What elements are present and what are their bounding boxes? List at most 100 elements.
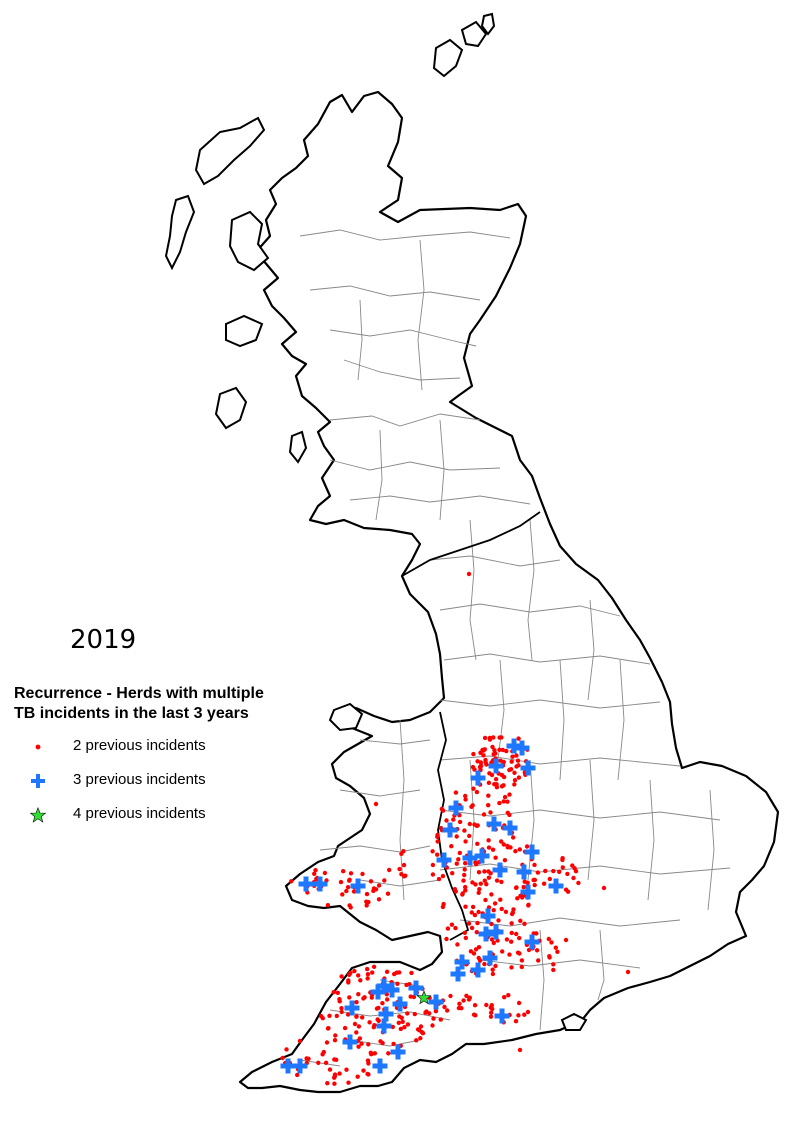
incident-dot [470, 803, 475, 808]
incident-dot [402, 1025, 407, 1030]
incident-dot [516, 736, 521, 741]
incident-dot [289, 879, 294, 884]
incident-dot [478, 763, 484, 768]
island-mull [225, 314, 264, 348]
incident-dot [358, 978, 363, 983]
incident-dot [490, 847, 496, 852]
incident-dot [466, 921, 472, 926]
incident-dot [468, 949, 474, 954]
incident-dot [396, 1020, 401, 1025]
incident-dot [488, 871, 493, 876]
blue-cross-icon [31, 774, 45, 788]
incident-dot [515, 896, 520, 901]
incident-dot [551, 967, 556, 973]
incident-dot [411, 994, 417, 1000]
incident-dot [367, 1020, 372, 1025]
incident-dot [431, 1016, 436, 1021]
incident-dot [320, 1052, 325, 1057]
incident-dot [366, 899, 371, 905]
incident-dot [361, 1068, 366, 1073]
incident-dot [482, 878, 487, 883]
incident-dot [509, 911, 515, 917]
incident-dot [366, 1072, 371, 1077]
incident-dot [325, 1026, 331, 1031]
incident-dot [551, 868, 556, 874]
incident-dot [452, 887, 458, 892]
incident-dot [463, 888, 468, 893]
incident-dot [314, 876, 319, 882]
incident-cross [470, 962, 486, 978]
incident-dot [360, 1015, 365, 1020]
incident-dot [500, 747, 505, 753]
incident-dot [509, 939, 514, 944]
incident-dot [340, 892, 345, 897]
incident-dot [476, 870, 482, 875]
incident-dot [313, 868, 318, 873]
incident-dot [471, 951, 477, 956]
incident-dot [512, 782, 517, 787]
incident-dot [489, 937, 495, 942]
incident-dot [449, 844, 454, 849]
incident-dot [463, 861, 468, 866]
incident-dot [492, 748, 497, 753]
incident-dot [334, 1057, 339, 1063]
incident-dot [368, 879, 374, 884]
legend-item-4-incidents: 4 previous incidents [14, 798, 344, 832]
incident-dot [331, 990, 336, 995]
incident-dot [511, 907, 516, 912]
incident-cross [486, 816, 502, 832]
incident-dot [420, 1031, 426, 1036]
incident-dot [483, 760, 488, 765]
incident-dot [490, 744, 495, 750]
incident-dot [337, 999, 342, 1004]
incident-dot [534, 931, 539, 936]
incident-dot [470, 764, 476, 770]
incident-dot [505, 845, 510, 850]
incident-dot [507, 952, 512, 957]
incident-dot [332, 1081, 337, 1086]
incident-dot [491, 752, 496, 757]
incident-dot [514, 753, 519, 758]
wales-england-border [437, 711, 470, 941]
incident-dot [497, 735, 502, 740]
incident-dot [505, 799, 510, 804]
incident-cross [516, 864, 532, 880]
incident-dot [409, 970, 414, 976]
incident-cross [376, 1018, 392, 1034]
incident-dot [473, 882, 478, 887]
incident-dot [374, 1006, 380, 1011]
incident-dot [451, 817, 456, 822]
incident-dot [473, 1013, 478, 1018]
incident-dot [565, 871, 570, 877]
incident-dot [337, 1071, 342, 1076]
incident-dot [435, 839, 440, 844]
incident-dot [493, 855, 498, 860]
incident-cross [474, 848, 490, 864]
incident-dot [373, 801, 379, 807]
incident-dot [463, 839, 468, 844]
incident-dot [463, 904, 468, 909]
island-orkney-2 [460, 20, 488, 48]
incident-dot [476, 909, 481, 915]
incident-dot [571, 875, 576, 881]
cross-layer-3-incidents [280, 738, 564, 1074]
incident-dot [344, 1067, 349, 1072]
incident-cross [392, 996, 408, 1012]
legend-label: 4 previous incidents [73, 805, 206, 822]
island-wight [560, 1012, 588, 1031]
incident-dot [484, 1002, 489, 1008]
incident-dot [565, 889, 571, 894]
incident-dot [373, 887, 379, 892]
incident-dot [492, 901, 498, 906]
incident-dot [467, 995, 472, 1000]
incident-cross [384, 982, 400, 998]
incident-dot [486, 793, 491, 798]
incident-dot [466, 571, 472, 577]
incident-dot [457, 1001, 462, 1006]
island-orkney [432, 38, 464, 78]
incident-dot [430, 872, 436, 877]
incident-dot [509, 930, 514, 936]
incident-dot [351, 889, 357, 894]
incident-dot [494, 878, 500, 883]
incident-dot [433, 1009, 439, 1014]
